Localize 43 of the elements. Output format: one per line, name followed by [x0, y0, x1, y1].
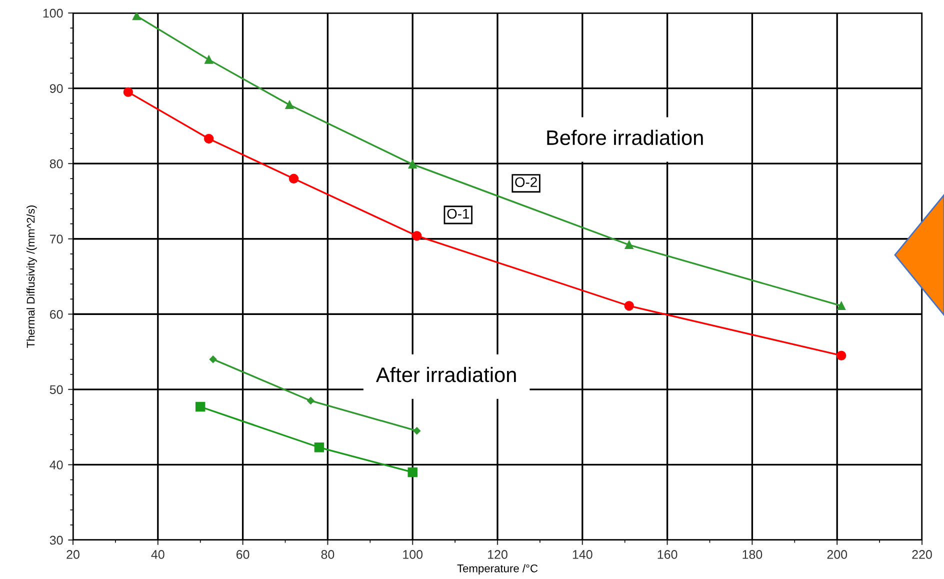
- x-tick-label: 140: [572, 550, 592, 559]
- y-tick-label: 100: [43, 8, 63, 18]
- x-axis-title: Temperature /°C: [457, 564, 538, 575]
- x-tick-label: 160: [658, 550, 678, 559]
- x-tick-label: 120: [488, 550, 508, 559]
- point: [412, 230, 422, 241]
- point: [204, 56, 214, 64]
- point: [408, 467, 418, 478]
- x-tick-label: 60: [236, 550, 250, 559]
- y-tick-label: 80: [50, 159, 63, 168]
- point: [314, 442, 324, 452]
- y-tick-label: 70: [50, 234, 63, 244]
- y-tick-label: 30: [50, 536, 63, 545]
- point: [195, 402, 206, 412]
- point: [209, 356, 217, 363]
- point: [307, 397, 314, 404]
- point: [285, 100, 294, 110]
- point: [132, 13, 141, 20]
- point: [624, 301, 634, 311]
- x-tick-label: 180: [742, 550, 762, 559]
- x-tick-label: 20: [66, 550, 80, 559]
- y-tick-label: 60: [50, 310, 63, 319]
- annotation: Before irradiation: [547, 130, 703, 146]
- y-tick-label: 40: [50, 460, 63, 470]
- series-label: O-1: [447, 208, 470, 219]
- point: [288, 174, 299, 184]
- point: [624, 240, 634, 250]
- y-tick-label: 50: [50, 385, 63, 394]
- series-label: O-2: [515, 177, 537, 188]
- x-tick-label: 220: [912, 550, 932, 559]
- x-tick-label: 200: [827, 550, 848, 559]
- point: [836, 350, 846, 360]
- x-tick-label: 100: [403, 550, 423, 559]
- point: [123, 87, 134, 97]
- point: [837, 302, 846, 310]
- x-tick-label: 80: [321, 550, 334, 559]
- y-axis-title: Thermal Diffusivity /(mm^2/s): [26, 206, 37, 348]
- y-tick-label: 90: [50, 84, 63, 93]
- point: [204, 134, 214, 144]
- annotation: After irradiation: [376, 366, 516, 382]
- x-tick-label: 40: [151, 550, 164, 559]
- point: [408, 160, 417, 168]
- point: [413, 427, 420, 434]
